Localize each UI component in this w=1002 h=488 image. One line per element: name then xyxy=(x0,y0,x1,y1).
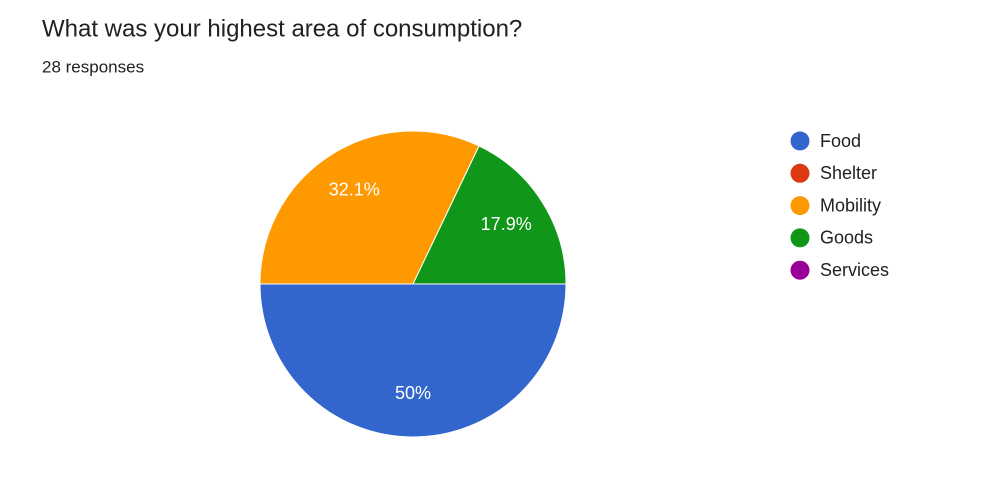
slice-label: 32.1% xyxy=(329,180,380,200)
legend-swatch xyxy=(790,163,810,183)
legend-label: Services xyxy=(820,260,889,280)
legend-label: Shelter xyxy=(820,163,877,183)
chart-subtitle: 28 responses xyxy=(42,57,144,76)
slice-label: 17.9% xyxy=(481,214,532,234)
chart-title: What was your highest area of consumptio… xyxy=(42,15,522,42)
pie-slice xyxy=(259,130,480,285)
pie-slice xyxy=(412,145,567,285)
legend-label: Mobility xyxy=(820,195,881,215)
legend-swatch xyxy=(790,131,810,151)
slice-label: 50% xyxy=(395,383,431,403)
legend-swatch xyxy=(790,260,810,280)
legend-label: Food xyxy=(820,131,861,151)
pie-slice xyxy=(259,283,567,438)
legend-swatch xyxy=(790,228,810,248)
legend-label: Goods xyxy=(820,228,873,248)
legend-swatch xyxy=(790,196,810,216)
